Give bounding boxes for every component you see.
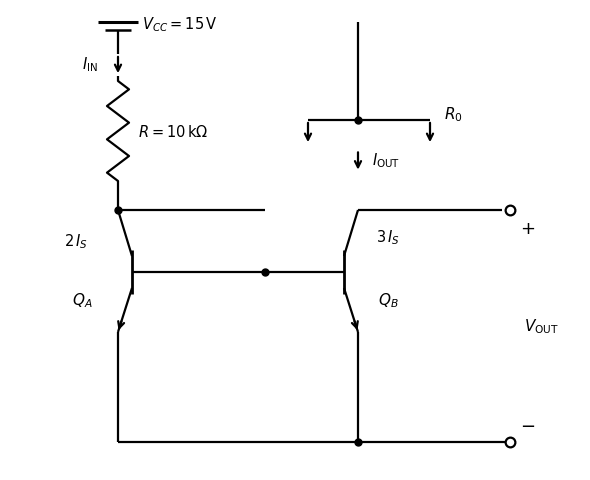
Text: $R_0$: $R_0$ [444,106,463,124]
Text: $2\,I_S$: $2\,I_S$ [64,232,88,251]
Text: $V_{CC}= 15\,\mathrm{V}$: $V_{CC}= 15\,\mathrm{V}$ [142,16,218,34]
Text: $-$: $-$ [520,415,535,433]
Text: $R = 10\,\mathrm{k}\Omega$: $R = 10\,\mathrm{k}\Omega$ [138,124,208,140]
Text: $V_{\rm OUT}$: $V_{\rm OUT}$ [524,317,559,336]
Text: $I_{\rm IN}$: $I_{\rm IN}$ [82,56,98,74]
Text: $Q_B$: $Q_B$ [378,291,399,310]
Text: $I_{\rm OUT}$: $I_{\rm OUT}$ [372,151,400,169]
Text: $Q_A$: $Q_A$ [72,291,92,310]
Text: $+$: $+$ [520,219,535,238]
Text: $3\,I_S$: $3\,I_S$ [376,228,400,247]
